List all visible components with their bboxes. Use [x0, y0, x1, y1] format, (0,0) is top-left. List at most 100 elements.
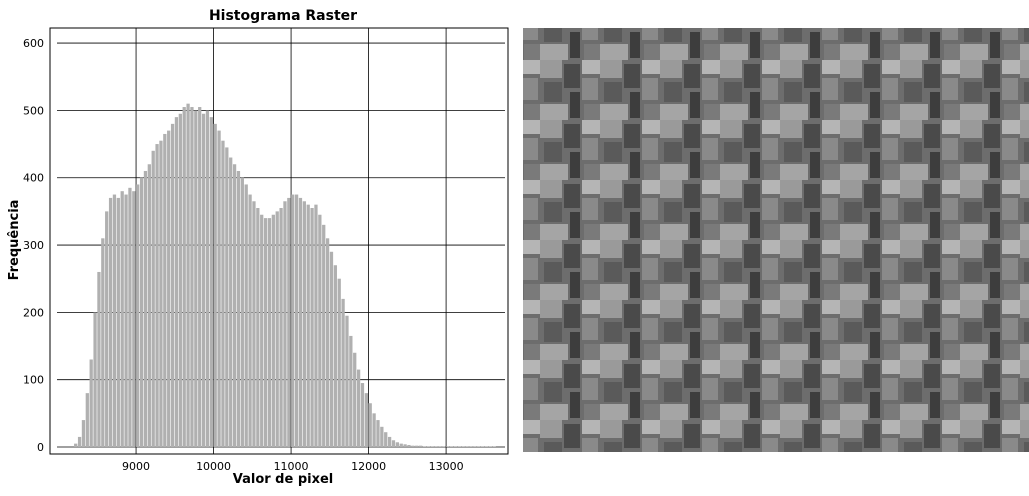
bar: [202, 114, 205, 447]
bar: [322, 225, 325, 447]
bar: [376, 420, 379, 447]
bar: [264, 218, 267, 447]
bar: [330, 252, 333, 447]
bar: [124, 195, 127, 447]
bar: [171, 124, 174, 447]
bar: [415, 446, 418, 447]
bar: [442, 446, 445, 447]
bar: [365, 393, 368, 447]
bar: [74, 444, 77, 447]
bar: [279, 208, 282, 447]
bar: [105, 211, 108, 447]
x-axis-label: Valor de pixel: [233, 472, 334, 487]
bar: [485, 446, 488, 447]
bar: [400, 444, 403, 447]
bar: [214, 124, 217, 447]
bar: [183, 107, 186, 447]
bar: [341, 299, 344, 447]
bar: [287, 198, 290, 447]
x-tick-label: 12000: [351, 460, 386, 473]
bar: [206, 110, 209, 447]
bar: [155, 144, 158, 447]
bar: [210, 117, 213, 447]
bar: [349, 336, 352, 447]
bar: [462, 446, 465, 447]
bar: [431, 446, 434, 447]
y-tick-label: 600: [23, 37, 44, 50]
bar: [303, 201, 306, 447]
y-tick-label: 200: [23, 306, 44, 319]
bar: [167, 131, 170, 447]
bar: [477, 446, 480, 447]
bar: [117, 198, 120, 447]
bar: [121, 191, 124, 447]
bar: [140, 178, 143, 447]
bar: [256, 208, 259, 447]
bar: [411, 446, 414, 447]
page: {"chart_data": {"type": "histogram", "ti…: [0, 0, 1029, 492]
bar: [299, 198, 302, 447]
bar: [307, 205, 310, 447]
bar: [291, 195, 294, 447]
bar: [338, 279, 341, 447]
bar: [272, 215, 275, 447]
bar: [136, 184, 139, 447]
bar: [295, 195, 298, 447]
bar: [493, 446, 496, 447]
bar: [369, 403, 372, 447]
bar: [419, 446, 422, 447]
bar: [423, 446, 426, 447]
bar: [450, 446, 453, 447]
bar: [217, 131, 220, 447]
bar: [353, 353, 356, 447]
bar: [109, 198, 112, 447]
chart: Histograma Raster Valor de pixel Frequên…: [0, 0, 1029, 492]
bar: [384, 432, 387, 447]
bar: [233, 164, 236, 447]
bar: [326, 238, 329, 447]
bar: [179, 114, 182, 447]
bar: [144, 171, 147, 447]
bar: [345, 316, 348, 447]
bar: [82, 420, 85, 447]
bar: [194, 110, 197, 447]
bar: [314, 205, 317, 447]
bar: [427, 446, 430, 447]
bar: [132, 191, 135, 447]
bar: [489, 446, 492, 447]
bar: [248, 195, 251, 447]
bar: [481, 446, 484, 447]
bar: [93, 312, 96, 447]
bar: [283, 201, 286, 447]
bar: [241, 178, 244, 447]
bar: [458, 446, 461, 447]
bar: [473, 446, 476, 447]
y-axis-label: Frequência: [7, 200, 22, 281]
bar: [225, 147, 228, 447]
bar: [403, 444, 406, 447]
x-tick-label: 9000: [122, 460, 150, 473]
y-tick-label: 0: [37, 441, 44, 454]
x-tick-label: 11000: [274, 460, 309, 473]
bar: [357, 370, 360, 447]
y-tick-label: 100: [23, 374, 44, 387]
bar: [334, 265, 337, 447]
bar: [152, 151, 155, 447]
bar: [268, 218, 271, 447]
bar: [128, 188, 131, 447]
bar: [388, 437, 391, 447]
bar: [245, 184, 248, 447]
bar: [186, 104, 189, 447]
bar: [465, 446, 468, 447]
bar: [361, 383, 364, 447]
bar: [90, 359, 93, 447]
bar: [159, 141, 162, 447]
bar: [372, 413, 375, 447]
satellite-image: [523, 28, 1029, 452]
bar: [190, 107, 193, 447]
bar: [86, 393, 89, 447]
bar: [229, 158, 232, 447]
bar: [148, 164, 151, 447]
bar: [113, 195, 116, 447]
bar: [237, 171, 240, 447]
